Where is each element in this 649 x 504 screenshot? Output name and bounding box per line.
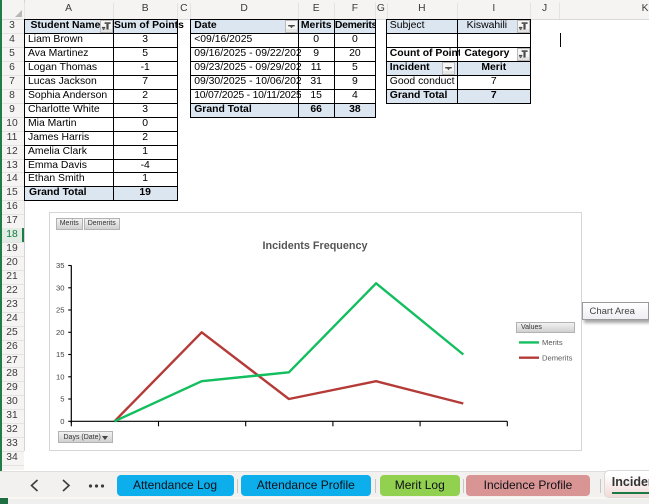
svg-text:20: 20	[56, 328, 64, 337]
svg-text:35: 35	[56, 261, 64, 270]
svg-text:0: 0	[60, 417, 64, 426]
svg-text:5: 5	[60, 395, 64, 404]
svg-text:15: 15	[56, 350, 64, 359]
svg-text:Merits: Merits	[542, 338, 563, 347]
svg-text:25: 25	[56, 306, 64, 315]
svg-text:Demerits: Demerits	[542, 354, 573, 363]
svg-text:10: 10	[56, 372, 64, 381]
svg-text:30: 30	[56, 283, 64, 292]
